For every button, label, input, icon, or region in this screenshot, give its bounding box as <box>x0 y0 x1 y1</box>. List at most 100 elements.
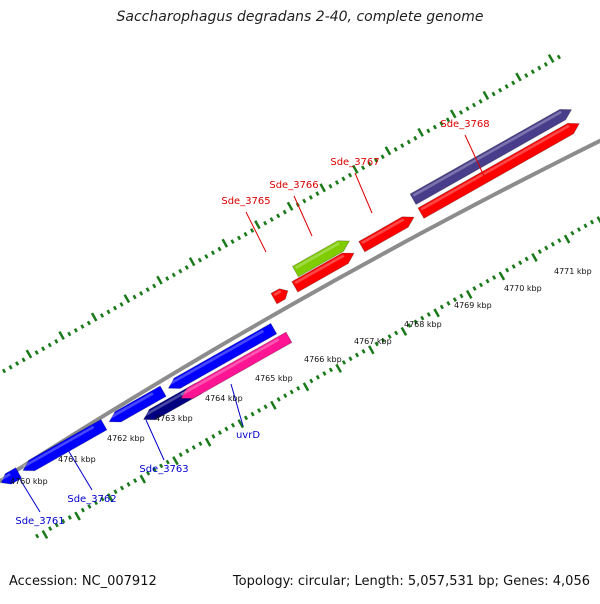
major-tick <box>190 258 194 266</box>
major-tick <box>484 92 488 100</box>
minor-tick <box>55 340 57 344</box>
gene-label-sde-3763[interactable]: Sde_3763 <box>139 464 188 475</box>
kbp-label: 4762 kbp <box>107 434 145 443</box>
minor-tick <box>473 103 475 107</box>
minor-tick <box>578 228 580 231</box>
minor-tick <box>173 273 175 276</box>
major-tick <box>75 512 80 520</box>
major-tick <box>206 438 210 446</box>
minor-tick <box>212 435 214 439</box>
minor-tick <box>428 313 430 317</box>
minor-tick <box>310 196 312 200</box>
minor-tick <box>538 66 540 70</box>
minor-tick <box>316 192 318 196</box>
major-tick <box>255 221 259 229</box>
tick-marks <box>0 55 600 539</box>
minor-tick <box>526 257 528 261</box>
minor-tick <box>258 409 260 413</box>
minor-tick <box>101 314 103 318</box>
major-tick <box>336 364 341 372</box>
minor-tick <box>571 232 573 235</box>
kbp-label: 4760 kbp <box>10 477 48 486</box>
minor-tick <box>75 329 77 332</box>
minor-tick <box>506 268 508 272</box>
minor-tick <box>585 224 587 227</box>
minor-tick <box>395 148 397 152</box>
gene-label-sde-3768[interactable]: Sde_3768 <box>440 119 489 130</box>
minor-tick <box>350 357 352 361</box>
gene-sde-3768-arrow[interactable] <box>410 109 571 204</box>
minor-tick <box>480 100 482 104</box>
minor-tick <box>49 343 51 347</box>
minor-tick <box>3 369 5 373</box>
major-tick <box>27 350 32 358</box>
minor-tick <box>134 295 136 299</box>
gene-sde-3767-arrow[interactable] <box>359 217 414 252</box>
major-tick <box>500 272 505 280</box>
leader-sde-3763 <box>146 420 164 460</box>
minor-tick <box>238 236 240 240</box>
gene-label-sde-3766[interactable]: Sde_3766 <box>269 180 318 191</box>
gene-label-sde-3765[interactable]: Sde_3765 <box>221 196 270 207</box>
minor-tick <box>265 405 267 409</box>
minor-tick <box>506 85 508 89</box>
minor-tick <box>42 347 44 351</box>
minor-tick <box>499 89 501 93</box>
major-tick <box>467 291 471 299</box>
major-tick <box>532 254 536 262</box>
minor-tick <box>226 427 228 431</box>
major-tick <box>434 309 438 317</box>
major-tick <box>157 276 161 284</box>
minor-tick <box>310 379 312 383</box>
minor-tick <box>591 220 593 224</box>
gene-label-sde-3767[interactable]: Sde_3767 <box>330 157 379 168</box>
gene-sde-3767b-arrow[interactable] <box>418 123 579 218</box>
minor-tick <box>108 310 110 314</box>
minor-tick <box>330 368 332 372</box>
minor-tick <box>68 332 70 335</box>
major-tick <box>223 239 227 247</box>
minor-tick <box>36 351 38 355</box>
gene-label-sde-3761[interactable]: Sde_3761 <box>15 516 64 527</box>
minor-tick <box>278 398 280 402</box>
major-tick <box>386 147 391 155</box>
minor-tick <box>264 222 266 225</box>
minor-tick <box>532 70 534 74</box>
major-tick <box>565 235 569 243</box>
major-tick <box>271 401 275 409</box>
accession-text: Accession: NC_007912 <box>9 574 157 589</box>
minor-tick <box>336 181 338 185</box>
genome-title: Saccharophagus degradans 2-40, complete … <box>0 9 600 25</box>
minor-tick <box>252 412 254 416</box>
minor-tick <box>121 303 123 307</box>
minor-tick <box>16 362 18 366</box>
gene-label-sde-3762[interactable]: Sde_3762 <box>67 494 116 505</box>
minor-tick <box>284 394 286 397</box>
minor-tick <box>219 247 221 251</box>
kbp-label: 4771 kbp <box>554 267 592 276</box>
major-tick <box>304 383 308 391</box>
kbp-label: 4770 kbp <box>504 284 542 293</box>
gene-sde-3765-arrow[interactable] <box>271 289 288 304</box>
minor-tick <box>10 366 12 370</box>
kbp-label: 4764 kbp <box>205 394 243 403</box>
minor-tick <box>166 277 168 280</box>
minor-tick <box>330 185 332 189</box>
gene-sde-3768-arrow-shape <box>410 109 571 204</box>
minor-tick <box>356 353 358 357</box>
minor-tick <box>434 125 436 128</box>
minor-tick <box>447 302 449 306</box>
minor-tick <box>147 288 149 292</box>
kbp-label: 4761 kbp <box>58 455 96 464</box>
gene-label-uvrd[interactable]: uvrD <box>236 430 260 441</box>
major-tick <box>288 202 293 210</box>
minor-tick <box>186 266 188 270</box>
leader-sde-3766 <box>294 196 312 236</box>
kbp-label: 4769 kbp <box>454 301 492 310</box>
major-tick <box>59 332 63 340</box>
leader-uvrd <box>231 384 243 426</box>
major-tick <box>125 295 130 303</box>
minor-tick <box>245 416 247 420</box>
minor-tick <box>487 280 489 283</box>
